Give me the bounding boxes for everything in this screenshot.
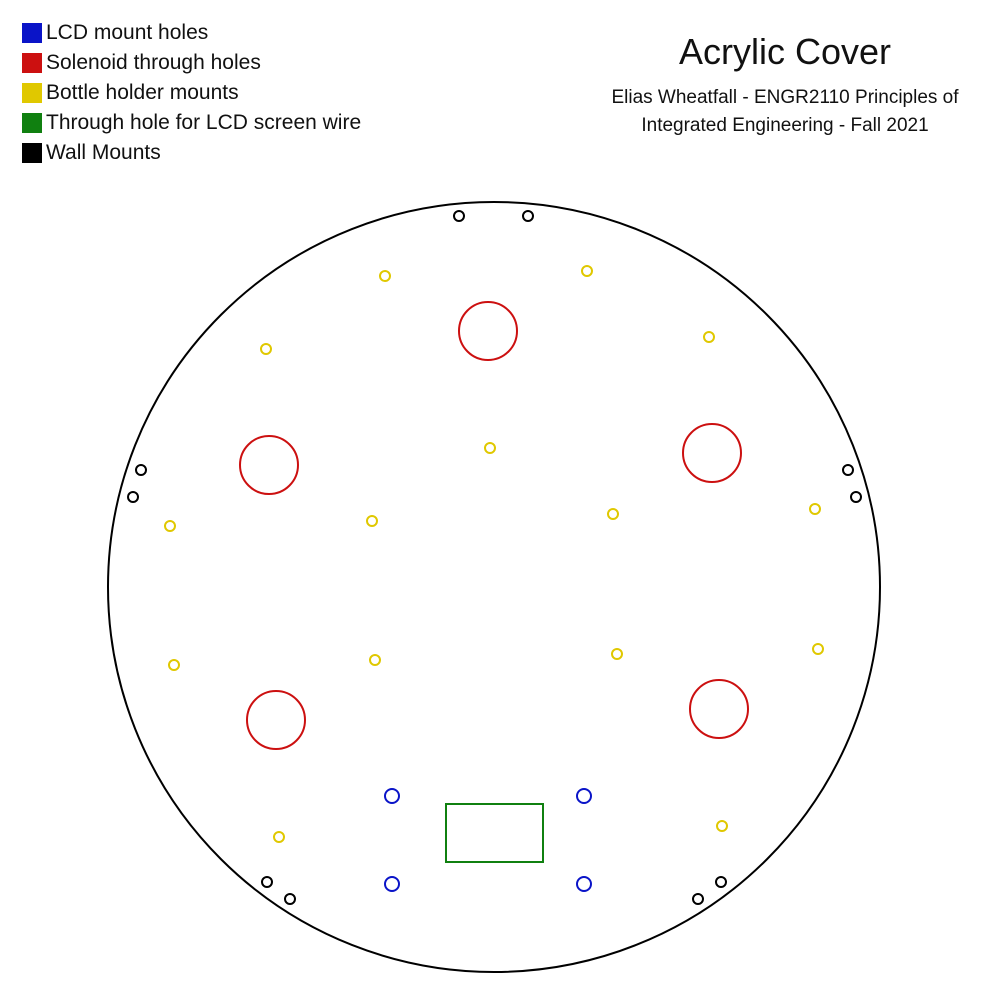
- lcd-mount-hole: [384, 788, 400, 804]
- legend-item-solenoid-holes: Solenoid through holes: [22, 48, 361, 78]
- legend-label: Solenoid through holes: [46, 51, 261, 74]
- wall-mount-hole: [127, 491, 139, 503]
- wall-mount-hole: [715, 876, 727, 888]
- wall-mount-hole: [261, 876, 273, 888]
- wall-mount-hole: [692, 893, 704, 905]
- lcd-mount-hole: [576, 876, 592, 892]
- wall-mount-hole: [522, 210, 534, 222]
- legend-swatch-yellow: [22, 83, 42, 103]
- legend-swatch-red: [22, 53, 42, 73]
- bottle-holder-mount: [607, 508, 619, 520]
- bottle-holder-mount: [379, 270, 391, 282]
- lcd-mount-holes: [384, 788, 592, 892]
- legend-label: Bottle holder mounts: [46, 81, 239, 104]
- lcd-mount-hole: [384, 876, 400, 892]
- bottle-holder-mounts: [164, 265, 824, 843]
- bottle-holder-mount: [812, 643, 824, 655]
- bottle-holder-mount: [809, 503, 821, 515]
- legend-item-lcd-mount-holes: LCD mount holes: [22, 18, 361, 48]
- bottle-holder-mount: [716, 820, 728, 832]
- lcd-wire-through-hole: [445, 803, 544, 863]
- bottle-holder-mount: [260, 343, 272, 355]
- legend: LCD mount holes Solenoid through holes B…: [22, 18, 361, 168]
- cover-outline: [107, 201, 881, 973]
- legend-item-bottle-holder-mounts: Bottle holder mounts: [22, 78, 361, 108]
- bottle-holder-mount: [703, 331, 715, 343]
- solenoid-hole: [246, 690, 306, 750]
- lcd-mount-hole: [576, 788, 592, 804]
- legend-item-wall-mounts: Wall Mounts: [22, 138, 361, 168]
- wall-mount-hole: [842, 464, 854, 476]
- bottle-holder-mount: [484, 442, 496, 454]
- bottle-holder-mount: [366, 515, 378, 527]
- solenoid-hole: [458, 301, 518, 361]
- wall-mount-hole: [453, 210, 465, 222]
- bottle-holder-mount: [168, 659, 180, 671]
- legend-label: Wall Mounts: [46, 141, 161, 164]
- wall-mount-hole: [135, 464, 147, 476]
- solenoid-hole: [689, 679, 749, 739]
- diagram-subtitle: Elias Wheatfall - ENGR2110 Principles of…: [611, 87, 959, 136]
- bottle-holder-mount: [369, 654, 381, 666]
- legend-item-lcd-wire-hole: Through hole for LCD screen wire: [22, 108, 361, 138]
- wall-mount-hole: [284, 893, 296, 905]
- legend-swatch-green: [22, 113, 42, 133]
- solenoid-hole: [682, 423, 742, 483]
- legend-label: LCD mount holes: [46, 21, 209, 44]
- legend-swatch-black: [22, 143, 42, 163]
- bottle-holder-mount: [273, 831, 285, 843]
- legend-swatch-blue: [22, 23, 42, 43]
- diagram-title: Acrylic Cover: [678, 31, 892, 72]
- title-block: Acrylic Cover Elias Wheatfall - ENGR2110…: [580, 28, 990, 140]
- bottle-holder-mount: [164, 520, 176, 532]
- wall-mount-hole: [850, 491, 862, 503]
- legend-label: Through hole for LCD screen wire: [46, 111, 362, 134]
- solenoid-holes: [239, 301, 749, 750]
- bottle-holder-mount: [611, 648, 623, 660]
- solenoid-hole: [239, 435, 299, 495]
- bottle-holder-mount: [581, 265, 593, 277]
- wall-mounts: [127, 210, 862, 905]
